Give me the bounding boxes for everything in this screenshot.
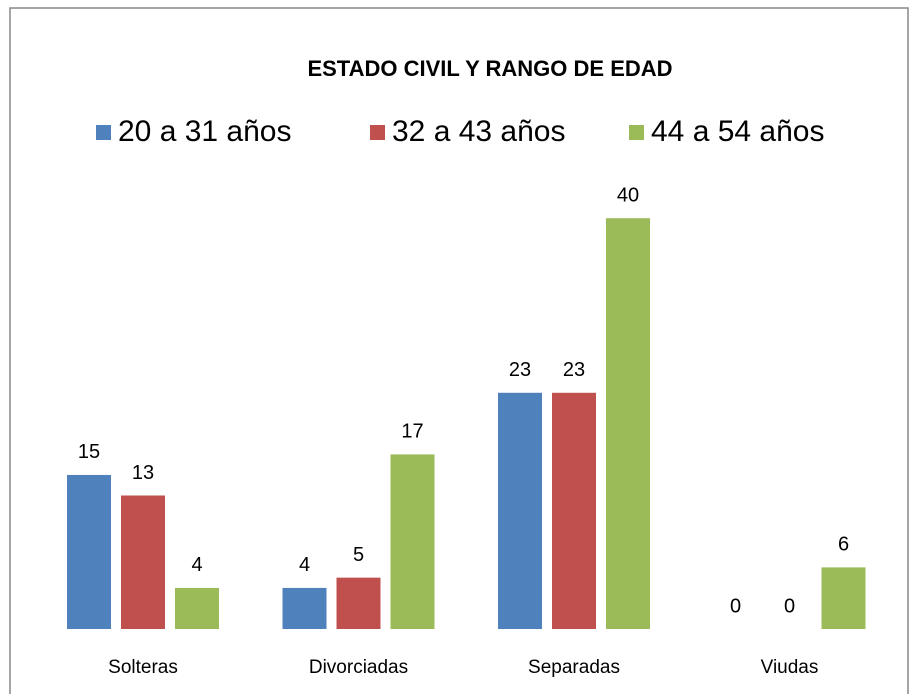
data-label: 23 <box>509 359 531 381</box>
bar <box>336 577 381 629</box>
bar <box>552 392 596 629</box>
x-tick-label: Separadas <box>528 657 620 678</box>
legend-label: 32 a 43 años <box>392 115 565 148</box>
legend-swatch <box>370 125 385 140</box>
data-label: 40 <box>617 184 639 206</box>
data-label: 15 <box>78 441 100 463</box>
bar <box>175 587 219 629</box>
bar <box>282 587 327 629</box>
x-tick-label: Viudas <box>761 657 819 678</box>
legend-swatch <box>96 125 111 140</box>
data-label: 5 <box>353 544 364 566</box>
bar <box>821 567 866 629</box>
data-label: 4 <box>191 554 202 576</box>
x-tick-label: Solteras <box>108 657 178 678</box>
data-label: 13 <box>132 462 154 484</box>
bar <box>121 495 165 629</box>
bar <box>67 474 111 629</box>
data-label: 0 <box>730 595 741 617</box>
legend-label: 20 a 31 años <box>118 115 291 148</box>
legend-swatch <box>629 125 644 140</box>
data-label: 17 <box>401 421 423 443</box>
legend-label: 44 a 54 años <box>651 115 824 148</box>
data-label: 0 <box>784 595 795 617</box>
bar <box>390 454 435 629</box>
data-label: 6 <box>838 534 849 556</box>
x-tick-label: Divorciadas <box>309 657 408 678</box>
data-label: 23 <box>563 359 585 381</box>
bar <box>606 218 650 629</box>
data-label: 4 <box>299 554 310 576</box>
bar <box>498 392 542 629</box>
chart-title: ESTADO CIVIL Y RANGO DE EDAD <box>307 56 672 81</box>
